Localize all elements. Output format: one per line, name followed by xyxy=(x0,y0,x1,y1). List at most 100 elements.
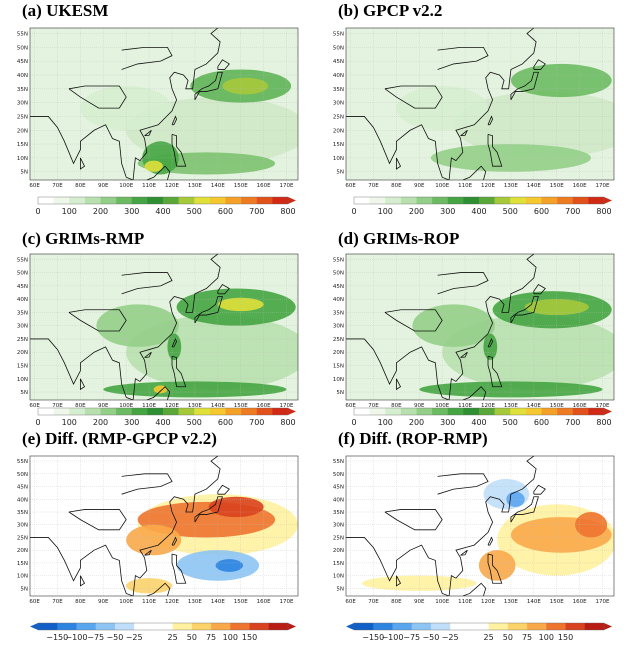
coastline xyxy=(146,386,171,400)
lat-label: 25N xyxy=(333,337,344,343)
colorbar-swatch xyxy=(53,197,70,204)
coastline xyxy=(79,378,86,391)
coastline xyxy=(460,351,468,358)
coastline xyxy=(510,496,539,523)
colorbar-frame xyxy=(353,622,605,631)
colorbar-swatch xyxy=(588,197,605,204)
colorbar-label: 700 xyxy=(565,418,580,427)
colorbar-swatch xyxy=(256,408,273,415)
colorbar-label: −25 xyxy=(126,633,143,642)
colorbar: −150−100 −75 −50 −25 25 50 75 100 150 xyxy=(346,622,612,642)
colorbar-label: 300 xyxy=(440,207,455,216)
lon-label: 90E xyxy=(98,183,109,189)
colorbar-label: −25 xyxy=(442,633,459,642)
colorbar-swatch xyxy=(211,623,231,630)
coastline xyxy=(395,157,402,170)
colorbar-swatch xyxy=(572,197,589,204)
colorbar-swatch xyxy=(510,408,527,415)
colorbar-label: 100 xyxy=(378,207,393,216)
colorbar-swatch xyxy=(225,197,242,204)
colorbar-label: 800 xyxy=(596,418,611,427)
colorbar-swatch xyxy=(488,623,509,630)
colorbar-swatch xyxy=(400,197,417,204)
colorbar-label: 400 xyxy=(155,207,170,216)
map xyxy=(30,456,298,596)
colorbar-swatch xyxy=(268,623,289,630)
colorbar-swatch xyxy=(588,408,605,415)
lon-label: 160E xyxy=(573,403,587,409)
colorbar-label: 100 xyxy=(62,418,77,427)
colorbar-swatch xyxy=(411,623,432,630)
colorbar-swatch xyxy=(392,623,412,630)
coastline xyxy=(487,536,494,546)
field-patch xyxy=(506,491,525,507)
coastline xyxy=(462,386,487,400)
lat-label: 10N xyxy=(17,156,28,162)
coastline xyxy=(146,582,171,596)
coastline xyxy=(437,46,489,70)
lat-label: 10N xyxy=(17,574,28,580)
lat-label: 35N xyxy=(333,310,344,316)
lat-label: 50N xyxy=(17,472,28,478)
lat-label: 25N xyxy=(17,337,28,343)
lon-label: 120E xyxy=(165,183,179,189)
coastline xyxy=(194,71,223,101)
lat-label: 40N xyxy=(333,73,344,79)
panel-title: (a) UKESM xyxy=(22,1,108,20)
lon-label: 130E xyxy=(188,183,202,189)
colorbar-swatch xyxy=(354,197,370,204)
lat-label: 40N xyxy=(17,297,28,303)
colorbar: 0 100 200 300 400 500 600 700 800 xyxy=(351,196,612,216)
colorbar-swatch xyxy=(100,197,117,204)
panel-title: (d) GRIMs-ROP xyxy=(338,229,459,248)
lon-label: 90E xyxy=(414,183,425,189)
lat-label: 25N xyxy=(17,535,28,541)
colorbar-swatch xyxy=(272,408,289,415)
lon-label: 140E xyxy=(211,403,225,409)
field-patch xyxy=(419,381,603,398)
coastline xyxy=(121,473,173,495)
map xyxy=(346,254,614,400)
coastline xyxy=(146,165,171,180)
lat-label: 55N xyxy=(333,257,344,263)
lon-label: 140E xyxy=(527,599,541,605)
map xyxy=(30,254,298,400)
colorbar-label: 0 xyxy=(351,207,356,216)
coastline xyxy=(462,165,487,180)
colorbar-label: 200 xyxy=(93,207,108,216)
coastline xyxy=(79,575,86,587)
colorbar-swatch xyxy=(230,623,250,630)
colorbar-swatch xyxy=(95,623,116,630)
lon-label: 100E xyxy=(435,599,449,605)
lat-label: 40N xyxy=(17,73,28,79)
colorbar-swatch xyxy=(241,197,258,204)
lon-label: 170E xyxy=(596,183,610,189)
panel-title: (c) GRIMs-RMP xyxy=(22,229,144,248)
lat-label: 15N xyxy=(333,142,344,148)
colorbar-label: 25 xyxy=(168,633,178,642)
lat-label: 45N xyxy=(17,485,28,491)
coastline xyxy=(171,536,178,546)
colorbar-swatch xyxy=(479,197,495,204)
colorbar-swatch xyxy=(463,408,480,415)
lon-label: 150E xyxy=(234,599,248,605)
coastline xyxy=(171,355,187,388)
colorbar-arrow xyxy=(604,408,612,415)
colorbar-label: 500 xyxy=(187,418,202,427)
lat-label: 55N xyxy=(17,459,28,465)
colorbar-swatch xyxy=(369,408,386,415)
colorbar-label: 150 xyxy=(558,633,573,642)
lon-label: 120E xyxy=(481,599,495,605)
colorbar-label: 200 xyxy=(93,418,108,427)
colorbar-label: 100 xyxy=(539,633,554,642)
coastline xyxy=(144,549,152,556)
colorbar-label: 400 xyxy=(471,207,486,216)
coastline xyxy=(217,283,230,295)
colorbar-label: 200 xyxy=(409,207,424,216)
lon-label: 160E xyxy=(257,599,271,605)
field-patch xyxy=(167,333,182,361)
colorbar-swatch xyxy=(256,197,273,204)
lon-label: 90E xyxy=(414,403,425,409)
field-patch xyxy=(215,559,244,572)
